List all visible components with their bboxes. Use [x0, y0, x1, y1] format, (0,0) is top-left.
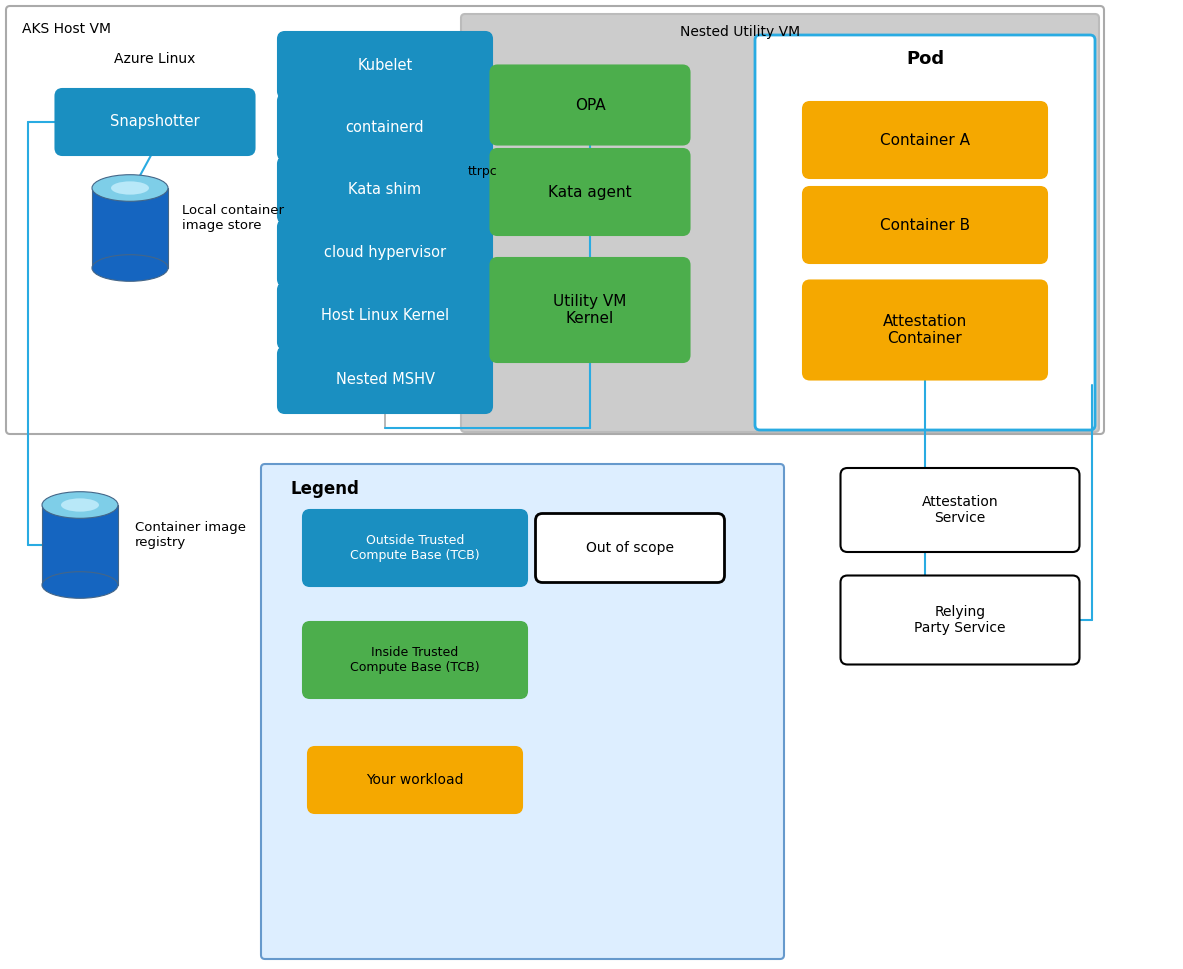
FancyBboxPatch shape [278, 283, 492, 349]
FancyBboxPatch shape [6, 6, 1104, 434]
Text: Kata agent: Kata agent [548, 184, 632, 200]
Text: Nested MSHV: Nested MSHV [336, 372, 434, 388]
Text: Your workload: Your workload [367, 773, 464, 787]
FancyBboxPatch shape [803, 187, 1047, 263]
FancyBboxPatch shape [261, 464, 784, 959]
Text: Nested Utility VM: Nested Utility VM [680, 25, 800, 39]
FancyBboxPatch shape [56, 89, 254, 155]
Ellipse shape [43, 491, 118, 518]
Text: Azure Linux: Azure Linux [115, 52, 195, 66]
FancyBboxPatch shape [278, 157, 492, 223]
FancyBboxPatch shape [840, 468, 1080, 552]
Text: OPA: OPA [575, 98, 606, 112]
FancyBboxPatch shape [536, 514, 724, 582]
Ellipse shape [111, 181, 149, 195]
FancyBboxPatch shape [491, 66, 690, 144]
Text: Attestation
Service: Attestation Service [922, 495, 998, 525]
Text: containerd: containerd [345, 119, 425, 135]
FancyBboxPatch shape [303, 510, 526, 586]
Bar [43, 505, 118, 585]
Ellipse shape [92, 255, 168, 281]
Text: Attestation
Container: Attestation Container [883, 314, 968, 346]
Text: Legend: Legend [290, 480, 358, 498]
Ellipse shape [92, 174, 168, 202]
FancyBboxPatch shape [303, 622, 526, 698]
Text: ttrpc: ttrpc [468, 165, 498, 178]
Text: Container A: Container A [880, 133, 970, 147]
FancyBboxPatch shape [308, 747, 522, 813]
Text: cloud hypervisor: cloud hypervisor [324, 245, 446, 261]
Text: Local container
image store: Local container image store [182, 204, 284, 232]
Text: AKS Host VM: AKS Host VM [22, 22, 111, 36]
Text: Container image
registry: Container image registry [135, 521, 246, 549]
Text: Utility VM
Kernel: Utility VM Kernel [554, 294, 627, 327]
FancyBboxPatch shape [803, 102, 1047, 178]
FancyBboxPatch shape [491, 149, 690, 235]
Text: Inside Trusted
Compute Base (TCB): Inside Trusted Compute Base (TCB) [350, 646, 480, 674]
Text: Relying
Party Service: Relying Party Service [914, 605, 1006, 635]
Text: Outside Trusted
Compute Base (TCB): Outside Trusted Compute Base (TCB) [350, 534, 480, 562]
Text: Container B: Container B [880, 217, 970, 233]
Text: Pod: Pod [906, 50, 944, 68]
FancyBboxPatch shape [491, 258, 690, 362]
Text: Kubelet: Kubelet [357, 57, 413, 73]
Text: Kata shim: Kata shim [349, 182, 421, 198]
Text: Snapshotter: Snapshotter [110, 114, 200, 130]
FancyBboxPatch shape [755, 35, 1095, 430]
Text: Host Linux Kernel: Host Linux Kernel [321, 308, 450, 324]
Ellipse shape [43, 572, 118, 598]
FancyBboxPatch shape [840, 576, 1080, 665]
FancyBboxPatch shape [803, 280, 1047, 380]
Bar [92, 188, 168, 268]
FancyBboxPatch shape [461, 14, 1099, 432]
FancyBboxPatch shape [278, 94, 492, 160]
FancyBboxPatch shape [278, 347, 492, 413]
Ellipse shape [62, 498, 99, 512]
FancyBboxPatch shape [278, 220, 492, 286]
FancyBboxPatch shape [278, 32, 492, 98]
Text: Out of scope: Out of scope [586, 541, 674, 555]
